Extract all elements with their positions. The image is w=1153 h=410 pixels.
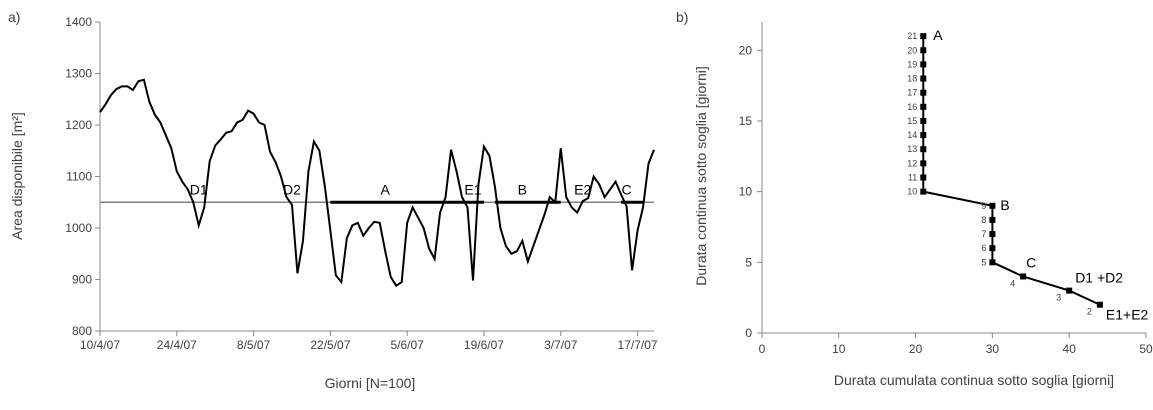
chart-b-data-point bbox=[920, 188, 927, 195]
chart-b-y-tick-label: 20 bbox=[739, 43, 753, 57]
chart-b-annotation: B bbox=[1000, 197, 1009, 213]
chart-b-y-tick-label: 5 bbox=[745, 255, 752, 269]
chart-b-point-label: 13 bbox=[907, 144, 917, 154]
chart-a-annotation: D2 bbox=[283, 181, 301, 197]
chart-b-data-point bbox=[989, 259, 996, 266]
chart-a-x-tick-label: 8/5/07 bbox=[237, 338, 271, 352]
chart-b-annotation: A bbox=[933, 27, 943, 43]
chart-a-annotation: E2 bbox=[574, 181, 591, 197]
chart-b-data-point bbox=[1096, 301, 1103, 308]
chart-b-point-label: 10 bbox=[907, 187, 917, 197]
chart-b-data-point bbox=[920, 117, 927, 124]
chart-b-point-label: 14 bbox=[907, 130, 917, 140]
chart-a-y-tick-label: 1400 bbox=[65, 15, 92, 29]
chart-a-x-tick-label: 22/5/07 bbox=[310, 338, 350, 352]
chart-b-data-point bbox=[989, 216, 996, 223]
chart-b-annotation: D1 +D2 bbox=[1075, 270, 1123, 286]
chart-b-point-label: 7 bbox=[981, 229, 986, 239]
chart-b-data-point bbox=[920, 33, 927, 40]
chart-a-annotation: D1 bbox=[190, 181, 208, 197]
chart-a-y-tick-label: 1300 bbox=[65, 67, 92, 81]
chart-a-x-tick-label: 17/7/07 bbox=[618, 338, 658, 352]
chart-b-data-point bbox=[920, 132, 927, 139]
chart-b-data-point bbox=[1020, 273, 1027, 280]
chart-b-x-tick-label: 10 bbox=[832, 342, 846, 356]
chart-b-data-point bbox=[920, 146, 927, 153]
chart-b-x-tick-label: 30 bbox=[986, 342, 1000, 356]
chart-b-series-line bbox=[922, 36, 1101, 306]
chart-b-data-point bbox=[920, 47, 927, 54]
chart-b-annotation: E1+E2 bbox=[1106, 307, 1149, 323]
chart-b-data-point bbox=[920, 61, 927, 68]
chart-a-y-tick-label: 800 bbox=[72, 324, 92, 338]
chart-b-y-tick-label: 0 bbox=[745, 326, 752, 340]
chart-b-data-point bbox=[920, 160, 927, 167]
chart-b-point-label: 9 bbox=[981, 201, 986, 211]
chart-a-x-axis-label: Giorni [N=100] bbox=[325, 375, 416, 391]
chart-a-x-tick-label: 10/4/07 bbox=[80, 338, 120, 352]
chart-b-panel-label: b) bbox=[676, 9, 688, 25]
chart-b-data-point bbox=[920, 75, 927, 82]
chart-a-x-tick-label: 5/6/07 bbox=[390, 338, 424, 352]
chart-b-point-label: 17 bbox=[907, 88, 917, 98]
chart-b-x-axis-label: Durata cumulata continua sotto soglia [g… bbox=[834, 372, 1114, 388]
chart-a-y-tick-label: 1100 bbox=[66, 170, 92, 184]
chart-a-panel-label: a) bbox=[8, 9, 20, 25]
chart-a-x-tick-label: 24/4/07 bbox=[157, 338, 197, 352]
chart-a-y-axis-label: Area disponibile [m²] bbox=[9, 112, 25, 240]
chart-b-point-label: 2 bbox=[1087, 307, 1092, 317]
chart-b-y-tick-label: 15 bbox=[739, 114, 753, 128]
chart-b-data-point bbox=[920, 89, 927, 96]
chart-a: a) Area disponibile [m²] Giorni [N=100] … bbox=[8, 9, 658, 391]
chart-b-x-tick-label: 20 bbox=[909, 342, 923, 356]
chart-b-point-label: 8 bbox=[981, 215, 986, 225]
chart-b-point-label: 19 bbox=[907, 59, 917, 69]
chart-b-point-label: 21 bbox=[907, 31, 917, 41]
chart-b-point-label: 4 bbox=[1010, 278, 1015, 288]
chart-b-point-label: 11 bbox=[908, 173, 917, 183]
chart-a-annotation: E1 bbox=[464, 181, 481, 197]
chart-a-annotation: A bbox=[381, 181, 391, 197]
chart-b-data-point bbox=[989, 245, 996, 252]
chart-a-annotation: B bbox=[518, 181, 527, 197]
chart-b-point-label: 12 bbox=[907, 158, 917, 168]
chart-a-annotation: C bbox=[622, 181, 632, 197]
chart-a-y-tick-label: 900 bbox=[72, 273, 92, 287]
chart-a-x-tick-label: 3/7/07 bbox=[544, 338, 578, 352]
chart-b: b) Durata continua sotto soglia [giorni]… bbox=[676, 9, 1153, 388]
chart-a-series-line bbox=[99, 78, 655, 288]
chart-b-point-label: 20 bbox=[907, 45, 917, 55]
chart-b-x-tick-label: 40 bbox=[1063, 342, 1077, 356]
chart-b-point-label: 3 bbox=[1056, 293, 1061, 303]
chart-b-data-point bbox=[1066, 287, 1073, 294]
chart-b-point-label: 16 bbox=[907, 102, 917, 112]
chart-b-data-point bbox=[920, 103, 927, 110]
chart-b-point-label: 15 bbox=[907, 116, 917, 126]
chart-b-y-tick-label: 10 bbox=[739, 185, 753, 199]
chart-b-y-axis-label: Durata continua sotto soglia [giorni] bbox=[693, 66, 709, 285]
chart-b-x-tick-label: 0 bbox=[759, 342, 766, 356]
chart-a-y-tick-label: 1200 bbox=[65, 118, 92, 132]
chart-b-point-label: 18 bbox=[907, 74, 917, 84]
chart-b-data-point bbox=[989, 202, 996, 209]
chart-a-x-tick-label: 19/6/07 bbox=[464, 338, 504, 352]
chart-a-y-tick-label: 1000 bbox=[65, 221, 92, 235]
chart-b-x-tick-label: 50 bbox=[1139, 342, 1153, 356]
chart-b-point-label: 6 bbox=[981, 243, 986, 253]
chart-b-data-point bbox=[989, 231, 996, 238]
chart-b-data-point bbox=[920, 174, 927, 181]
chart-b-point-label: 5 bbox=[981, 257, 986, 267]
chart-b-annotation: C bbox=[1026, 254, 1036, 270]
